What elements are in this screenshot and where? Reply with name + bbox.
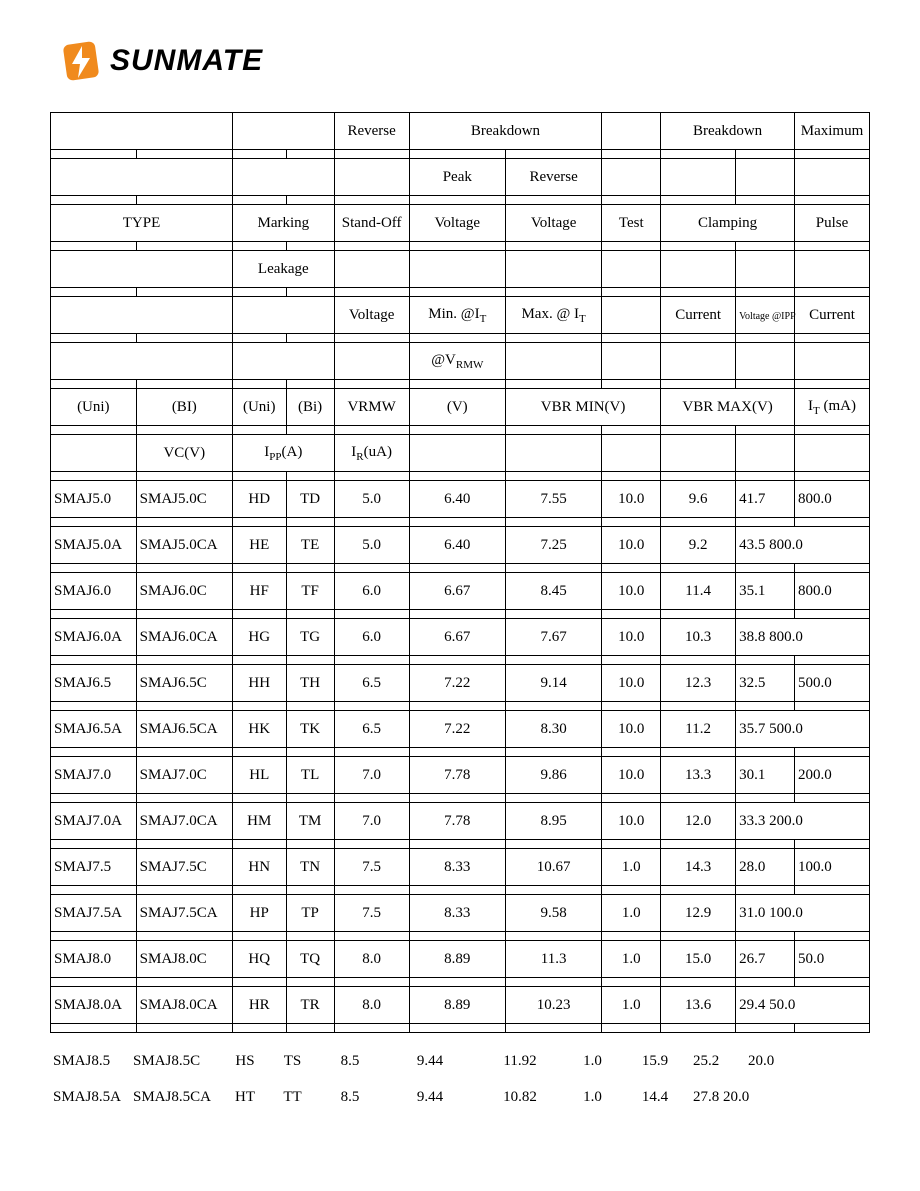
extra-row: SMAJ8.5SMAJ8.5CHSTS8.59.4411.921.015.925… <box>50 1043 870 1079</box>
spec-table: ReverseBreakdownBreakdownMaximumPeakReve… <box>50 112 870 1033</box>
extra-row: SMAJ8.5ASMAJ8.5CAHTTT8.59.4410.821.014.4… <box>50 1079 870 1115</box>
logo: SUNMATE <box>60 40 870 82</box>
page: SUNMATE ReverseBreakdownBreakdownMaximum… <box>0 0 920 1155</box>
logo-text: SUNMATE <box>110 44 263 78</box>
extra-rows: SMAJ8.5SMAJ8.5CHSTS8.59.4411.921.015.925… <box>50 1043 870 1115</box>
logo-icon <box>60 40 102 82</box>
